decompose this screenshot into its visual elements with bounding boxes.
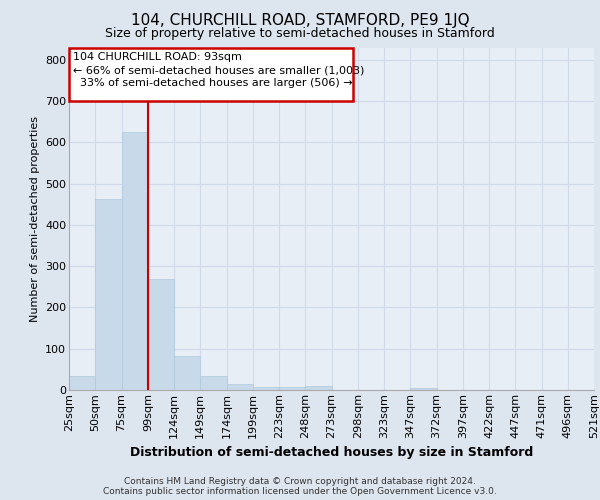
Bar [279, 386, 305, 390]
Bar [69, 376, 95, 390]
Bar [305, 386, 331, 390]
Text: Contains public sector information licensed under the Open Government Licence v3: Contains public sector information licen… [103, 487, 497, 496]
Bar [95, 200, 121, 390]
Y-axis label: Number of semi-detached properties: Number of semi-detached properties [29, 116, 40, 322]
Bar [148, 278, 174, 390]
Text: 104, CHURCHILL ROAD, STAMFORD, PE9 1JQ: 104, CHURCHILL ROAD, STAMFORD, PE9 1JQ [131, 12, 469, 28]
Bar [200, 376, 227, 390]
Text: 104 CHURCHILL ROAD: 93sqm: 104 CHURCHILL ROAD: 93sqm [73, 52, 242, 62]
Text: 33% of semi-detached houses are larger (506) →: 33% of semi-detached houses are larger (… [73, 78, 353, 88]
FancyBboxPatch shape [69, 48, 353, 101]
Text: Size of property relative to semi-detached houses in Stamford: Size of property relative to semi-detach… [105, 28, 495, 40]
Text: Contains HM Land Registry data © Crown copyright and database right 2024.: Contains HM Land Registry data © Crown c… [124, 477, 476, 486]
Bar [410, 388, 437, 390]
Text: ← 66% of semi-detached houses are smaller (1,003): ← 66% of semi-detached houses are smalle… [73, 65, 364, 75]
X-axis label: Distribution of semi-detached houses by size in Stamford: Distribution of semi-detached houses by … [130, 446, 533, 459]
Bar [121, 132, 148, 390]
Bar [253, 386, 279, 390]
Bar [227, 384, 253, 390]
Bar [174, 356, 200, 390]
